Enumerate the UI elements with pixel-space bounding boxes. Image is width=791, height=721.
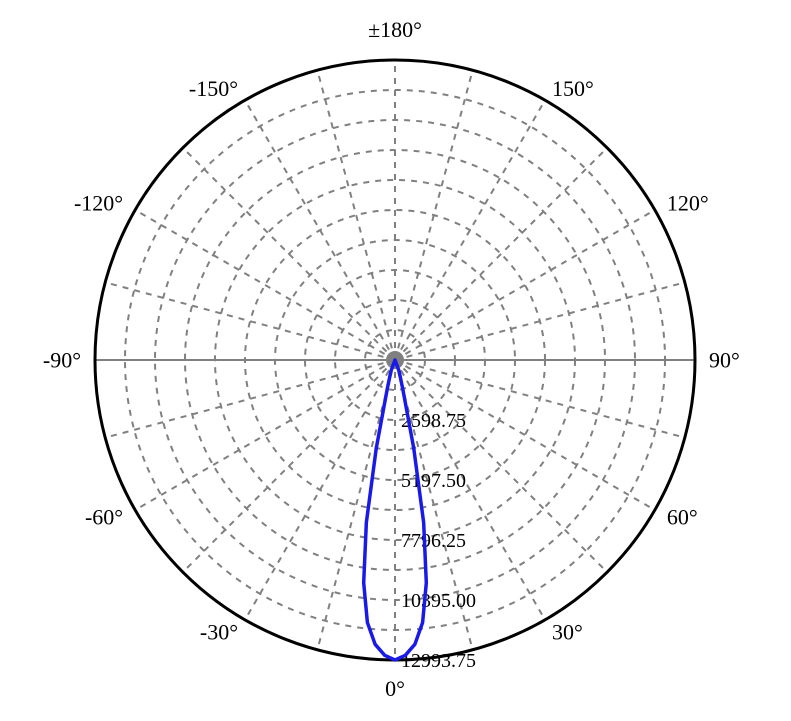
angle-label: -120° [74, 191, 123, 216]
angle-label: 120° [667, 191, 709, 216]
angle-label: -150° [189, 76, 238, 101]
angle-label: 150° [552, 76, 594, 101]
angle-label: -90° [43, 348, 81, 373]
polar-chart: ±180° -150° -120° -90° -60° -30° 0° 30° 60° 90° 12… [0, 0, 791, 721]
radial-value-label: 12993.75 [401, 650, 476, 672]
angle-label: -30° [200, 620, 238, 645]
angle-label: 90° [709, 348, 740, 373]
angle-label: ±180° [368, 17, 422, 42]
angle-label: 30° [552, 620, 583, 645]
radial-value-label: 7796.25 [401, 530, 466, 552]
angle-label: 0° [385, 676, 405, 701]
radial-value-label: 10395.00 [401, 590, 476, 612]
angle-label: -60° [85, 505, 123, 530]
radial-value-label: 5197.50 [401, 470, 466, 492]
angle-label: 60° [667, 505, 698, 530]
polar-svg: ±180° -150° -120° -90° -60° -30° 0° 30° 60° 90° 12… [0, 0, 791, 721]
